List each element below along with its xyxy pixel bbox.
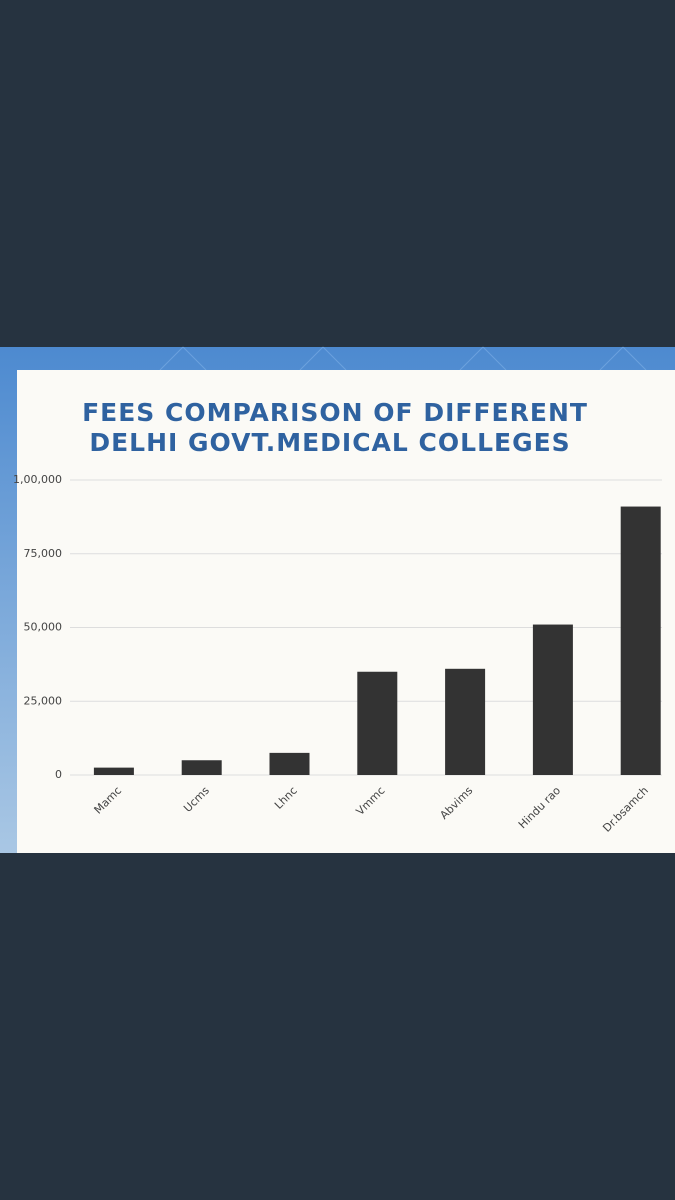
bar <box>181 760 222 775</box>
chart-title: DELHI GOVT.MEDICAL COLLEGES <box>89 428 570 457</box>
y-tick-label: 25,000 <box>24 694 63 707</box>
bar <box>357 671 398 775</box>
bar <box>445 668 486 775</box>
chart-title: FEES COMPARISON OF DIFFERENT <box>82 398 588 427</box>
y-tick-label: 50,000 <box>24 621 63 634</box>
y-tick-label: 75,000 <box>24 547 63 560</box>
bar <box>532 624 573 775</box>
y-tick-label: 0 <box>55 768 62 781</box>
bar <box>269 752 310 775</box>
bar <box>620 506 661 775</box>
y-tick-label: 1,00,000 <box>13 473 62 486</box>
bar <box>93 767 134 775</box>
background-pattern <box>159 346 647 371</box>
